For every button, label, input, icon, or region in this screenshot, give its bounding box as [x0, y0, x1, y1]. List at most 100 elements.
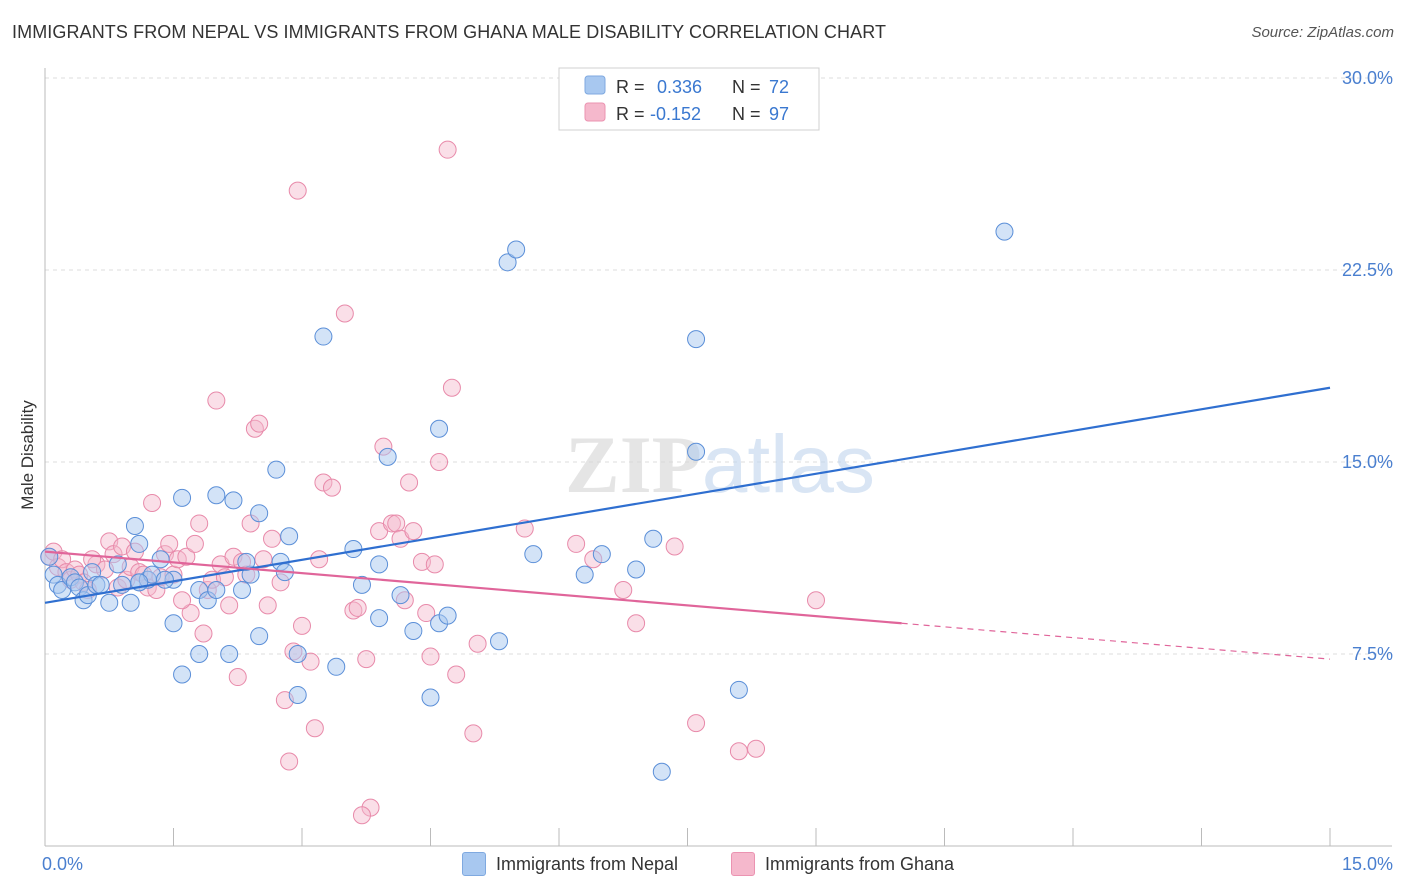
nepal-point — [121, 593, 140, 612]
nepal-point — [233, 581, 252, 599]
nepal-point — [155, 570, 174, 589]
axes — [44, 68, 1392, 847]
nepal-point — [267, 460, 286, 479]
bottom-legend-nepal: Immigrants from Nepal — [462, 852, 678, 876]
nepal-point — [125, 517, 144, 535]
ghana-point — [404, 522, 423, 541]
ghana-point — [382, 514, 401, 533]
ghana-point — [348, 598, 367, 617]
nepal-point — [430, 419, 449, 438]
ghana-point — [254, 550, 273, 569]
nepal-point — [729, 680, 748, 699]
ghana-point — [305, 719, 324, 738]
nepal-point — [288, 645, 307, 663]
ghana-point — [288, 181, 307, 200]
ghana-point — [258, 596, 277, 615]
ghana-point — [143, 493, 162, 512]
watermark: ZIPatlas — [565, 419, 875, 510]
x-tick-label-max: 15.0% — [1342, 854, 1393, 874]
nepal-point — [627, 560, 646, 579]
ghana-point — [665, 537, 684, 556]
trend-lines — [44, 386, 1331, 660]
legend-r-label-nepal: R = — [616, 77, 645, 97]
ghana-point — [747, 739, 766, 758]
nepal-point — [507, 240, 526, 259]
ghana-point — [263, 529, 282, 548]
legend-swatch-ghana — [584, 102, 606, 122]
ghana-point — [190, 514, 209, 533]
bottom-swatch-ghana — [731, 852, 755, 876]
nepal-point — [224, 491, 243, 510]
nepal-point — [687, 330, 706, 349]
legend-r-value-nepal: 0.336 — [657, 77, 702, 97]
ghana-point — [194, 624, 213, 643]
ghana-point — [464, 724, 483, 743]
bottom-legend-ghana: Immigrants from Ghana — [731, 852, 954, 876]
nepal-point — [327, 657, 346, 676]
nepal-point — [207, 486, 226, 505]
nepal-point — [644, 529, 663, 548]
legend-n-value-nepal: 72 — [769, 77, 789, 97]
nepal-point — [652, 762, 671, 781]
y-tick-label: 22.5% — [1342, 260, 1393, 280]
nepal-point — [524, 545, 543, 564]
nepal-point — [288, 685, 307, 704]
nepal-point — [40, 547, 59, 566]
nepal-point — [995, 222, 1014, 241]
stats-legend: R = 0.336 N = 72 R = -0.152 N = 97 — [558, 67, 820, 131]
nepal-point — [498, 253, 517, 272]
ghana-point — [627, 614, 646, 633]
nepal-point — [108, 555, 127, 574]
nepal-point — [421, 688, 440, 707]
nepal-point — [151, 550, 170, 569]
bottom-legend-nepal-label: Immigrants from Nepal — [496, 853, 679, 874]
nepal-point — [687, 442, 706, 461]
legend-n-label-nepal: N = — [732, 77, 761, 97]
ghana-point — [430, 453, 449, 471]
nepal-point — [378, 447, 397, 466]
ghana-point — [567, 534, 586, 553]
nepal-point — [100, 593, 119, 612]
ghana-trend-line — [44, 550, 902, 625]
ghana-point — [687, 714, 706, 733]
nepal-point — [207, 581, 226, 599]
y-tick-label: 30.0% — [1342, 68, 1393, 88]
ghana-point — [207, 391, 226, 410]
ghana-point — [425, 555, 444, 574]
ghana-point — [468, 634, 487, 653]
x-tick-label-min: 0.0% — [42, 854, 83, 874]
ghana-point — [160, 534, 179, 553]
ghana-point — [228, 668, 247, 687]
ghana-trend-extension — [901, 622, 1331, 660]
legend-n-label-ghana: N = — [732, 104, 761, 124]
ghana-point — [421, 647, 440, 666]
nepal-point — [280, 527, 299, 546]
ghana-point — [173, 591, 192, 610]
nepal-point — [237, 552, 256, 571]
y-tick-labels: 7.5% 15.0% 22.5% 30.0% — [1342, 68, 1393, 664]
nepal-point — [592, 545, 611, 564]
ghana-point — [177, 547, 196, 566]
ghana-point — [185, 534, 204, 553]
nepal-point — [490, 632, 509, 651]
ghana-point — [322, 478, 341, 497]
ghana-point — [614, 581, 633, 599]
ghana-point — [352, 806, 371, 825]
nepal-point — [370, 555, 389, 574]
source-label: Source: ZipAtlas.com — [1251, 24, 1394, 41]
nepal-point — [173, 665, 192, 684]
ghana-point — [447, 665, 466, 684]
bottom-swatch-nepal — [462, 852, 486, 876]
nepal-point — [575, 565, 594, 584]
ghana-point — [729, 742, 748, 761]
nepal-point — [391, 586, 410, 605]
nepal-point — [404, 621, 423, 640]
nepal-point — [220, 645, 239, 663]
chart-title: IMMIGRANTS FROM NEPAL VS IMMIGRANTS FROM… — [12, 22, 887, 42]
nepal-point — [250, 504, 269, 523]
legend-swatch-nepal — [584, 75, 606, 95]
legend-r-value-ghana: -0.152 — [650, 104, 701, 124]
nepal-trend-line — [44, 386, 1331, 604]
legend-n-value-ghana: 97 — [769, 104, 789, 124]
